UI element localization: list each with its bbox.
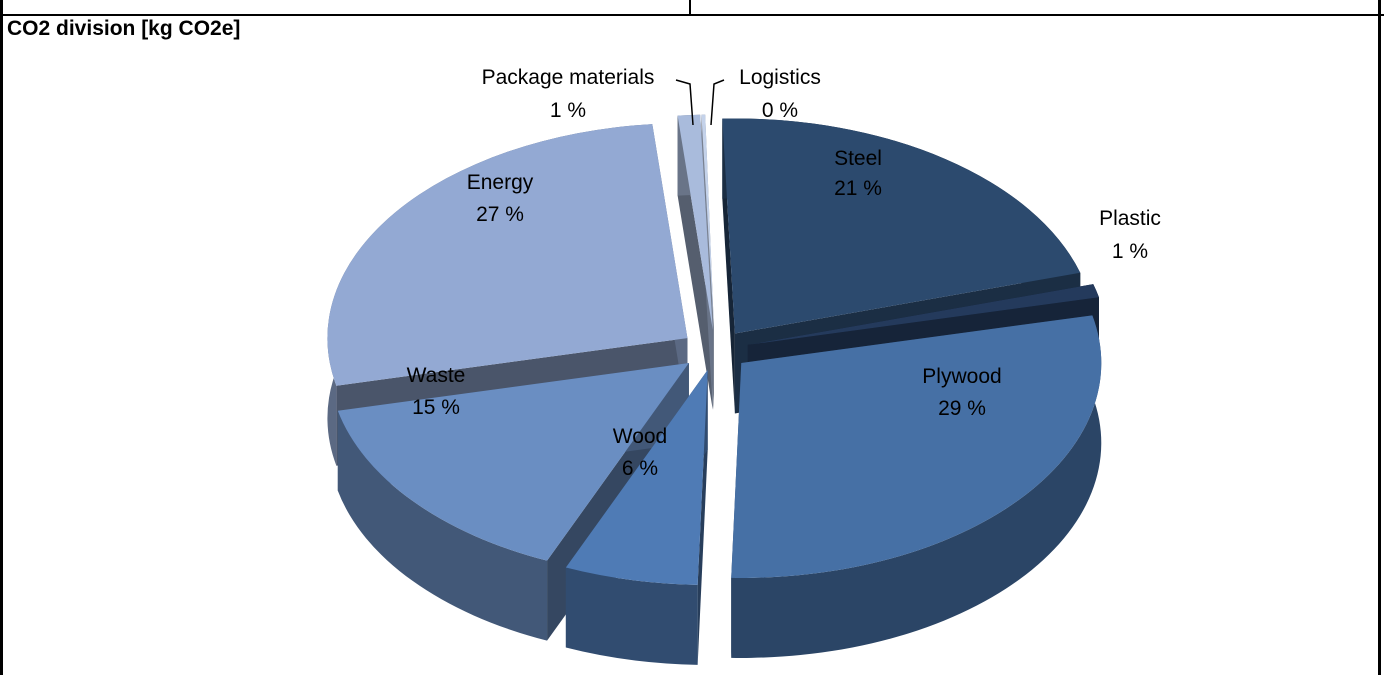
label-plastic: Plastic <box>1099 207 1161 230</box>
slice-side-waste <box>337 410 548 641</box>
label-steel: Steel <box>834 147 882 170</box>
slice-logistics <box>701 114 714 330</box>
label-energy: Energy <box>467 171 534 194</box>
label-waste: Waste <box>407 364 466 387</box>
label-plywood: Plywood <box>922 365 1001 388</box>
column-divider <box>689 0 691 15</box>
value-label-package-materials: 1 % <box>550 99 586 122</box>
slice-plastic <box>747 284 1099 345</box>
value-label-plastic: 1 % <box>1112 240 1148 263</box>
value-label-steel: 21 % <box>834 177 882 200</box>
chart-title: CO2 division [kg CO2e] <box>7 17 241 40</box>
slice-waste <box>337 363 689 561</box>
leader-package-materials <box>675 79 694 126</box>
slice-wood <box>565 369 708 585</box>
slice-plywood <box>731 315 1102 578</box>
value-label-logistics: 0 % <box>762 99 798 122</box>
slice-package-materials <box>677 114 713 330</box>
label-wood: Wood <box>613 425 667 448</box>
slice-energy <box>327 124 688 386</box>
label-package-materials: Package materials <box>482 66 655 89</box>
label-logistics: Logistics <box>739 66 821 89</box>
value-label-wood: 6 % <box>622 457 658 480</box>
slice-steel <box>722 118 1081 334</box>
top-divider <box>0 14 1384 16</box>
value-label-plywood: 29 % <box>938 397 986 420</box>
leader-logistics <box>710 79 725 126</box>
pie-labels: Steel 21 % Plastic 1 % Plywood 29 % Wood 6 % Was… <box>407 66 1161 480</box>
value-label-energy: 27 % <box>476 203 524 226</box>
value-label-waste: 15 % <box>412 396 460 419</box>
slice-side-plywood <box>731 315 1102 658</box>
slice-side-wood <box>565 567 698 665</box>
pie-tops <box>327 114 1102 585</box>
leader-lines <box>675 79 725 126</box>
